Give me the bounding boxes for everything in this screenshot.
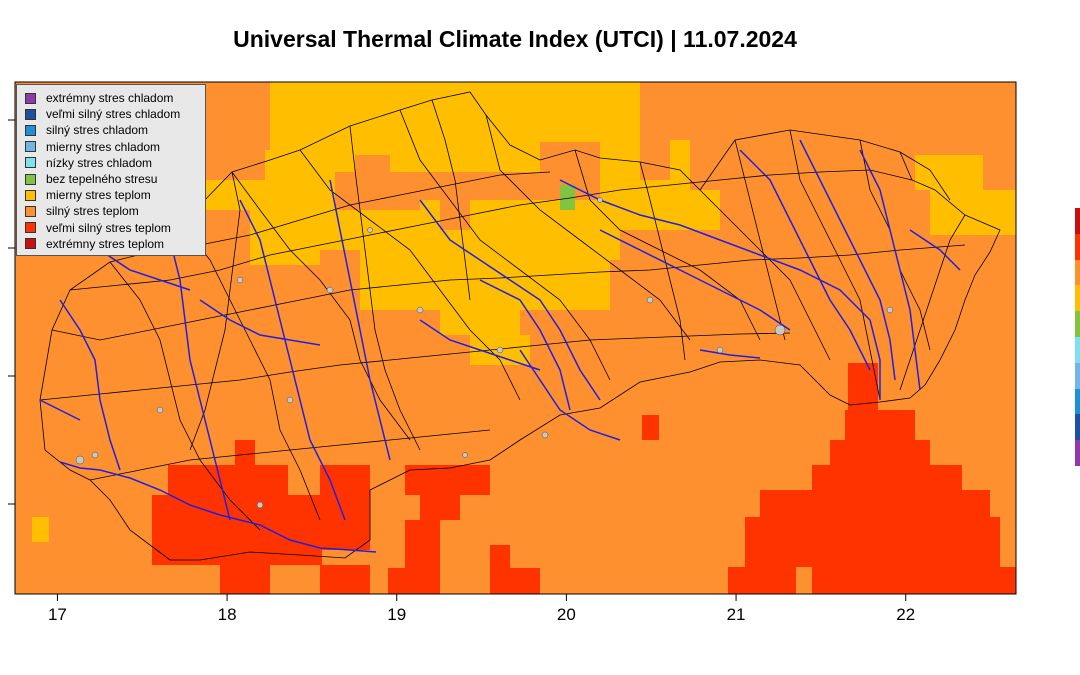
legend-item: mierny stres teplom [25,187,205,203]
plot-frame [14,81,1017,595]
raster-cell [235,440,255,465]
x-tick-label: 20 [557,605,576,624]
legend-swatch [25,92,36,104]
raster-cell [220,565,270,594]
legend-label: veľmi silný stres teplom [46,220,171,235]
raster-cell [642,415,659,440]
legend-item: bez tepelného stresu [25,171,205,187]
raster-cell [305,495,370,550]
legend-swatch [25,205,36,217]
raster-cell [830,440,930,465]
lakes [75,197,894,509]
x-tick-label: 18 [218,605,237,624]
legend-swatch [25,157,36,169]
raster-cell [745,517,1000,567]
legend-label: silný stres chladom [46,123,149,138]
legend-label: extrémny stres teplom [46,236,165,251]
legend-label: nízky stres chladom [46,155,153,170]
legend-swatch [25,238,36,250]
legend: extrémny stres chladom veľmi silný stres … [16,84,206,256]
raster-cell [848,363,878,413]
legend-item: nízky stres chladom [25,155,205,171]
colorbar-segment [1075,414,1080,441]
rivers [39,139,961,553]
legend-swatch [25,222,36,234]
colorbar-segment [1075,336,1080,363]
colorbar-segment [1075,388,1080,415]
legend-item: veľmi silný stres chladom [25,106,205,122]
colorbar-segment [1075,208,1080,234]
legend-item: veľmi silný stres teplom [25,220,205,236]
legend-item: silný stres teplom [25,203,205,219]
raster-cell [440,305,520,335]
x-tick-label: 19 [387,605,406,624]
raster-cell [405,520,440,594]
raster-cell [388,568,408,594]
colorbar-segment [1075,259,1080,286]
colorbar-segment [1075,362,1080,389]
raster-cell [540,82,640,142]
legend-label: silný stres teplom [46,204,139,219]
raster-cell [760,490,990,517]
raster-cell [505,568,540,594]
legend-swatch [25,173,36,185]
map-title: Universal Thermal Climate Index (UTCI) |… [233,26,797,52]
colorbar-segment [1075,285,1080,312]
raster-cell [300,82,540,152]
x-tick-label: 22 [896,605,915,624]
legend-swatch [25,124,36,136]
legend-swatch [25,141,36,153]
raster-cell [728,567,796,594]
colorbar-segment [1075,233,1080,260]
raster-cell [915,155,983,190]
colorbar-segment [1075,311,1080,337]
raster-cell [560,185,575,210]
legend-label: veľmi silný stres chladom [46,107,181,122]
legend-swatch [25,108,36,120]
y-axis [8,119,15,505]
legend-label: mierny stres chladom [46,139,161,154]
raster-cell [405,465,490,495]
river-danube [59,461,377,553]
raster-cell [420,495,460,520]
color-scale-bar [1075,208,1080,466]
raster-cell [355,155,390,195]
raster-cell [250,210,320,265]
raster-cell [168,465,288,495]
utci-raster-cells [32,82,1016,594]
raster-cell [812,465,962,490]
legend-item: extrémny stres chladom [25,90,205,106]
raster-cell [845,410,915,440]
legend-swatch [25,189,36,201]
raster-cell [32,517,49,542]
legend-item: extrémny stres teplom [25,236,205,252]
legend-item: mierny stres chladom [25,139,205,155]
legend-label: bez tepelného stresu [46,172,158,187]
raster-cell [812,567,1016,594]
raster-cell [320,565,370,594]
x-tick-label: 21 [727,605,746,624]
legend-item: silný stres chladom [25,122,205,138]
country-outline [39,91,1001,561]
legend-label: mierny stres teplom [46,188,151,203]
legend-label: extrémny stres chladom [46,91,174,106]
raster-cell [440,200,470,230]
raster-cell [640,140,670,180]
x-tick-label: 17 [48,605,67,624]
x-axis: 17 18 19 20 21 22 [48,594,915,624]
raster-cell [690,190,720,230]
colorbar-segment [1075,440,1080,466]
raster-cell [320,465,370,495]
